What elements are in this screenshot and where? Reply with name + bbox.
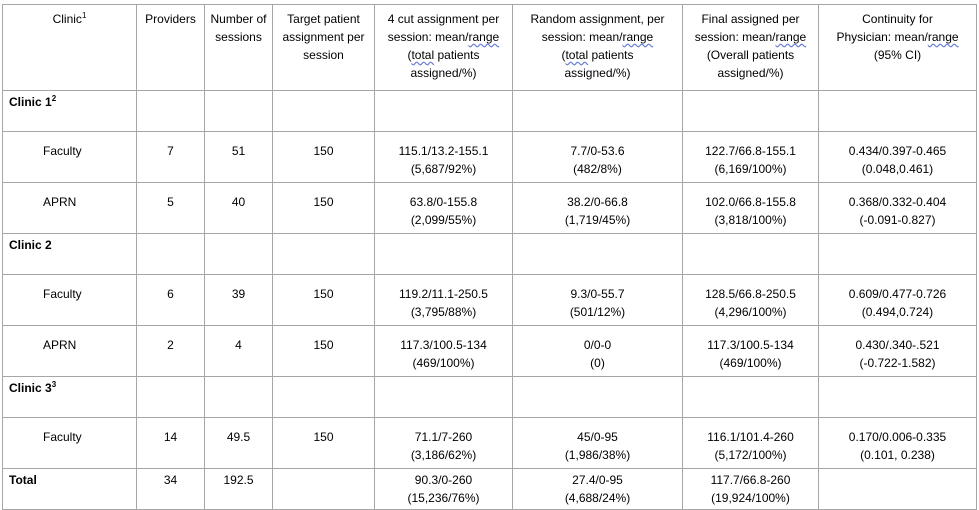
results-table: Clinic1 Providers Number of sessions Targ…	[2, 4, 977, 510]
cell-final: 117.3/100.5-134 (469/100%)	[682, 325, 819, 377]
section-label: Clinic 33	[2, 376, 137, 418]
total-target	[272, 468, 375, 510]
cell-random: 45/0-95 (1,986/38%)	[512, 417, 683, 469]
cell-final: 116.1/101.4-260 (5,172/100%)	[682, 417, 819, 469]
total-label: Total	[2, 468, 137, 510]
cell-continuity: 0.170/0.006-0.335 (0.101, 0.238)	[818, 417, 977, 469]
cell-target: 150	[272, 182, 375, 234]
table-row: Faculty 14 49.5 150 71.1/7-260 (3,186/62%…	[2, 417, 977, 469]
cell-providers: 14	[136, 417, 205, 469]
cell-providers: 5	[136, 182, 205, 234]
cell-cut: 119.2/11.1-250.5 (3,795/88%)	[374, 274, 513, 326]
row-type: Faculty	[2, 131, 137, 183]
cell-cut: 117.3/100.5-134 (469/100%)	[374, 325, 513, 377]
table-row: Faculty 7 51 150 115.1/13.2-155.1 (5,687/…	[2, 131, 977, 183]
cell-target: 150	[272, 131, 375, 183]
cell-sessions: 49.5	[204, 417, 273, 469]
total-cut: 90.3/0-260 (15,236/76%)	[374, 468, 513, 510]
cell-final: 122.7/66.8-155.1 (6,169/100%)	[682, 131, 819, 183]
header-clinic: Clinic1	[2, 4, 137, 91]
header-providers: Providers	[136, 4, 205, 91]
cell-cut: 63.8/0-155.8 (2,099/55%)	[374, 182, 513, 234]
cell-target: 150	[272, 274, 375, 326]
cell-providers: 7	[136, 131, 205, 183]
total-providers: 34	[136, 468, 205, 510]
header-row: Clinic1 Providers Number of sessions Targ…	[2, 4, 977, 91]
row-type: Faculty	[2, 417, 137, 469]
total-row: Total 34 192.5 90.3/0-260 (15,236/76%) 27…	[2, 468, 977, 510]
row-type: APRN	[2, 182, 137, 234]
total-continuity	[818, 468, 977, 510]
table-row: APRN 2 4 150 117.3/100.5-134 (469/100%) 0…	[2, 325, 977, 377]
table-row: Faculty 6 39 150 119.2/11.1-250.5 (3,795/…	[2, 274, 977, 326]
header-random-assignment: Random assignment, per session: mean/ran…	[512, 4, 683, 91]
cell-target: 150	[272, 417, 375, 469]
total-final: 117.7/66.8-260 (19,924/100%)	[682, 468, 819, 510]
cell-final: 128.5/66.8-250.5 (4,296/100%)	[682, 274, 819, 326]
total-sessions: 192.5	[204, 468, 273, 510]
cell-random: 9.3/0-55.7 (501/12%)	[512, 274, 683, 326]
cell-continuity: 0.430/.340-.521 (-0.722-1.582)	[818, 325, 977, 377]
cell-continuity: 0.368/0.332-0.404 (-0.091-0.827)	[818, 182, 977, 234]
total-random: 27.4/0-95 (4,688/24%)	[512, 468, 683, 510]
section-label: Clinic 12	[2, 90, 137, 132]
header-continuity: Continuity for Physician: mean/range (95…	[818, 4, 977, 91]
cell-sessions: 51	[204, 131, 273, 183]
cell-cut: 115.1/13.2-155.1 (5,687/92%)	[374, 131, 513, 183]
section-row-clinic-1: Clinic 12	[2, 90, 977, 132]
cell-continuity: 0.434/0.397-0.465 (0.048,0.461)	[818, 131, 977, 183]
table-page: { "headers": { "clinic": "Clinic", "clin…	[2, 4, 977, 510]
section-row-clinic-2: Clinic 2	[2, 233, 977, 275]
cell-providers: 6	[136, 274, 205, 326]
cell-target: 150	[272, 325, 375, 377]
cell-cut: 71.1/7-260 (3,186/62%)	[374, 417, 513, 469]
cell-final: 102.0/66.8-155.8 (3,818/100%)	[682, 182, 819, 234]
cell-random: 0/0-0 (0)	[512, 325, 683, 377]
header-final-assigned: Final assigned per session: mean/range (…	[682, 4, 819, 91]
row-type: APRN	[2, 325, 137, 377]
section-row-clinic-3: Clinic 33	[2, 376, 977, 418]
header-sessions: Number of sessions	[204, 4, 273, 91]
header-target: Target patient assignment per session	[272, 4, 375, 91]
row-type: Faculty	[2, 274, 137, 326]
cell-random: 7.7/0-53.6 (482/8%)	[512, 131, 683, 183]
cell-sessions: 40	[204, 182, 273, 234]
table-row: APRN 5 40 150 63.8/0-155.8 (2,099/55%) 38…	[2, 182, 977, 234]
header-cut-assignment: 4 cut assignment per session: mean/range…	[374, 4, 513, 91]
section-label: Clinic 2	[2, 233, 137, 275]
cell-providers: 2	[136, 325, 205, 377]
cell-sessions: 4	[204, 325, 273, 377]
cell-random: 38.2/0-66.8 (1,719/45%)	[512, 182, 683, 234]
cell-continuity: 0.609/0.477-0.726 (0.494,0.724)	[818, 274, 977, 326]
cell-sessions: 39	[204, 274, 273, 326]
